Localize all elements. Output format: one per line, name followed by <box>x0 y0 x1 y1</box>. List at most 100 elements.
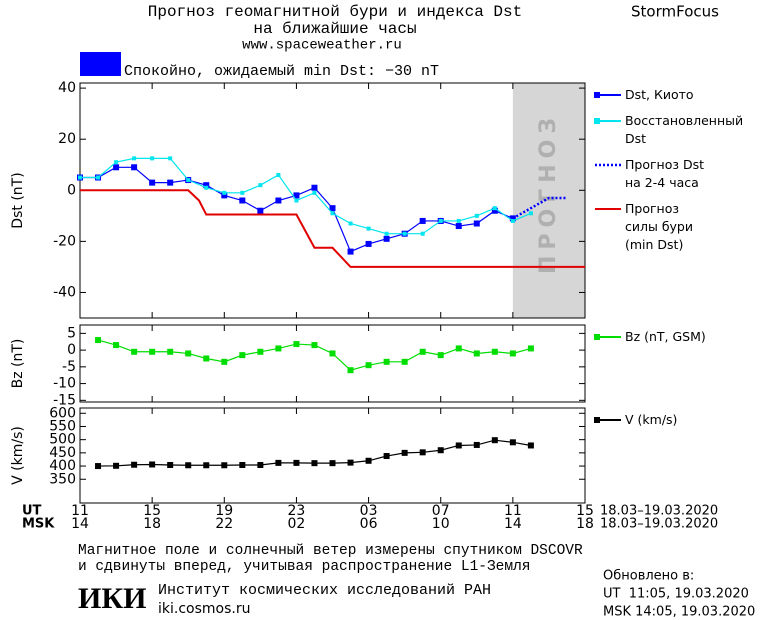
data-point <box>330 211 335 216</box>
y-tick-label: 550 <box>49 418 76 434</box>
date-range: 18.03–19.03.2020 <box>600 517 718 532</box>
y-axis-label: Dst (nT) <box>10 172 26 228</box>
legend-entry: Bz (nT, GSM) <box>625 329 706 344</box>
data-point <box>347 459 354 466</box>
x-tick-label: 10 <box>432 516 450 532</box>
data-point <box>492 206 497 211</box>
data-point <box>366 226 371 231</box>
data-point <box>167 348 174 355</box>
y-tick-label: -40 <box>53 284 76 300</box>
x-tick-label: 03 <box>360 503 378 519</box>
x-tick-label: 23 <box>288 503 306 519</box>
legend-entry: V (km/s) <box>625 412 678 427</box>
data-point <box>185 350 192 357</box>
x-tick-label: 14 <box>71 516 89 532</box>
forecast-label: ПРОГНОЗ <box>536 112 561 274</box>
x-tick-label: 02 <box>288 516 306 532</box>
data-point <box>311 460 318 467</box>
data-point <box>527 345 534 352</box>
data-point <box>293 192 300 199</box>
data-point <box>347 367 354 374</box>
data-point <box>203 182 210 189</box>
data-point <box>149 348 156 355</box>
y-tick-label: 450 <box>49 445 76 461</box>
data-point <box>420 231 425 236</box>
data-point <box>401 358 408 365</box>
data-point <box>167 179 174 186</box>
data-point <box>329 350 336 357</box>
y-axis-label: V (km/s) <box>10 426 26 485</box>
ut-title: UT <box>22 504 42 519</box>
y-tick-label: -20 <box>53 233 76 249</box>
data-point <box>438 218 443 223</box>
data-point <box>114 160 119 165</box>
data-point <box>329 460 336 467</box>
title: на ближайшие часы <box>253 20 416 38</box>
note: Магнитное поле и солнечный ветер измерен… <box>78 542 583 559</box>
data-point <box>402 231 407 236</box>
data-point <box>311 184 318 191</box>
data-point <box>456 218 461 223</box>
data-point <box>113 164 120 171</box>
legend-entry: Прогноз Dst на 2-4 часа <box>625 157 705 190</box>
data-point <box>509 350 516 357</box>
data-point <box>473 350 480 357</box>
data-point <box>455 345 462 352</box>
institute-url: iki.cosmos.ru <box>158 601 250 617</box>
plot-frame <box>79 407 586 504</box>
legend-entry: Dst, Киото <box>625 87 694 102</box>
x-tick-label: 14 <box>504 516 522 532</box>
data-point <box>294 198 299 203</box>
data-point <box>311 342 318 349</box>
data-point <box>491 207 498 214</box>
data-point <box>204 185 209 190</box>
x-tick-label: 18 <box>143 516 161 532</box>
status-box <box>80 52 121 76</box>
x-tick-label: 18 <box>576 516 594 532</box>
data-point <box>365 362 372 369</box>
data-point <box>312 190 317 195</box>
legend-swatch <box>594 92 600 98</box>
y-tick-label: -10 <box>53 376 76 392</box>
data-point <box>474 213 479 218</box>
data-point <box>222 190 227 195</box>
y-tick-label: 0 <box>67 342 76 358</box>
msk-title: MSK <box>22 517 55 532</box>
legend-swatch <box>594 417 600 423</box>
data-point <box>78 175 82 180</box>
legend-swatch <box>594 334 600 340</box>
x-tick-label: 07 <box>432 503 450 519</box>
data-point <box>365 240 372 247</box>
data-point <box>419 348 426 355</box>
data-point <box>113 462 120 469</box>
data-point <box>275 459 282 466</box>
note: и сдвинуты вперед, учитывая распростране… <box>78 559 530 575</box>
data-point <box>473 441 480 448</box>
data-point <box>258 183 263 188</box>
data-point <box>491 348 498 355</box>
data-point <box>221 358 228 365</box>
y-tick-label: 400 <box>49 458 76 474</box>
data-point <box>527 442 534 449</box>
x-tick-label: 22 <box>215 516 233 532</box>
data-point <box>95 463 102 470</box>
data-point <box>419 449 426 456</box>
y-tick-label: 500 <box>49 432 76 448</box>
data-point <box>113 342 120 349</box>
plot-frame <box>79 324 586 403</box>
data-point <box>131 461 138 468</box>
institute: Институт космических исследований РАН <box>158 582 491 599</box>
data-point <box>383 358 390 365</box>
data-point <box>528 211 533 216</box>
data-point <box>419 217 426 224</box>
legend-entry: Прогноз силы бури (min Dst) <box>625 201 693 252</box>
y-tick-label: 40 <box>58 80 76 96</box>
data-point <box>275 345 282 352</box>
logo: ИКИ <box>78 582 146 615</box>
data-point <box>149 461 156 468</box>
series-line <box>80 189 585 268</box>
data-point <box>455 442 462 449</box>
data-point <box>167 462 174 468</box>
data-point <box>437 352 444 359</box>
